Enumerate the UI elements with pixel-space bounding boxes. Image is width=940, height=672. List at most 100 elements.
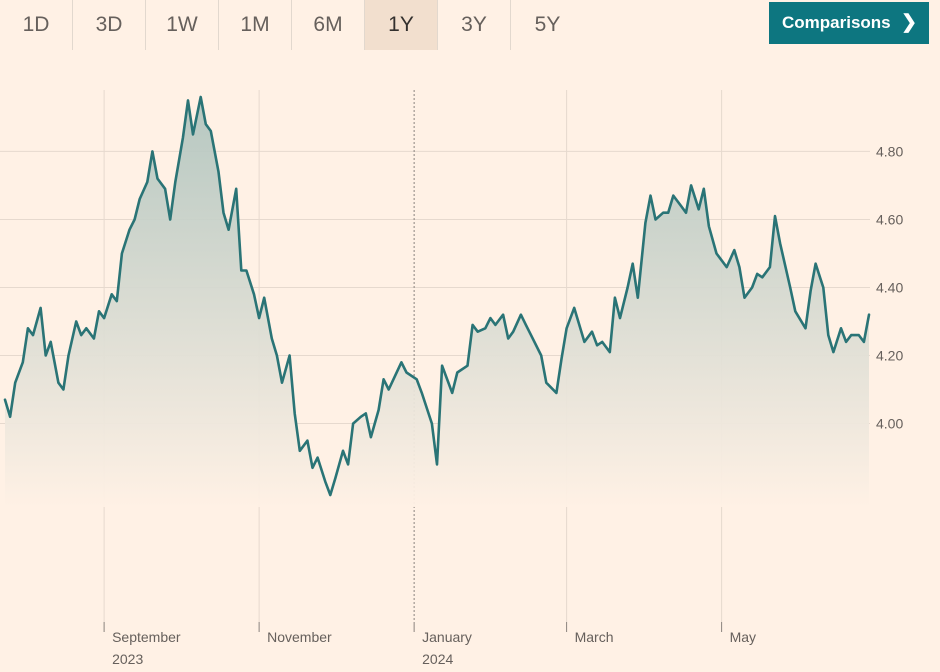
data-point [121, 252, 124, 255]
data-point [133, 218, 136, 221]
data-point [451, 392, 454, 395]
data-point [530, 334, 533, 337]
data-point [789, 286, 792, 289]
data-point [743, 296, 746, 299]
data-point [494, 324, 497, 327]
data-point [832, 351, 835, 354]
data-point [199, 96, 202, 99]
data-point [685, 211, 688, 214]
data-point [387, 388, 390, 391]
data-point [827, 334, 830, 337]
x-tick-year-label: 2024 [422, 651, 453, 667]
data-point [245, 269, 248, 272]
data-point [360, 416, 363, 419]
data-point [281, 381, 284, 384]
data-point [9, 416, 12, 419]
data-point [850, 334, 853, 337]
data-point [609, 351, 612, 354]
range-5y-button[interactable]: 5Y [534, 13, 561, 36]
data-point [840, 327, 843, 330]
data-point [672, 194, 675, 197]
comparisons-button[interactable]: Comparisons ❯ [769, 2, 929, 44]
data-point [85, 327, 88, 330]
data-point [751, 286, 754, 289]
range-6m-button[interactable]: 6M [292, 0, 365, 50]
x-tick-label: March [575, 629, 614, 645]
data-point [217, 171, 220, 174]
data-point [39, 307, 42, 310]
data-point [667, 211, 670, 214]
range-3d-button[interactable]: 3D [73, 0, 146, 50]
data-point [146, 181, 149, 184]
data-point [205, 123, 208, 126]
x-tick-label: May [730, 629, 756, 645]
data-point [502, 313, 505, 316]
data-point [316, 456, 319, 459]
data-point [156, 177, 159, 180]
data-point [116, 300, 119, 303]
data-point [649, 194, 652, 197]
range-3y-button[interactable]: 3Y [438, 0, 511, 50]
data-point [555, 392, 558, 395]
data-point [637, 296, 640, 299]
data-point [507, 337, 510, 340]
data-point [512, 330, 515, 333]
data-point [276, 354, 279, 357]
y-tick-label: 4.40 [876, 279, 903, 295]
data-point [164, 188, 167, 191]
data-point [324, 480, 327, 483]
x-tick-year-label: 2023 [112, 651, 143, 667]
x-tick-label: November [267, 629, 332, 645]
data-point [293, 412, 296, 415]
data-point [756, 273, 759, 276]
data-point [560, 358, 563, 361]
x-axis: September 2023 November January 2024 March May [103, 622, 756, 667]
data-point [49, 341, 52, 344]
data-point [103, 317, 106, 320]
data-point [596, 344, 599, 347]
y-tick-label: 4.00 [876, 416, 903, 432]
data-point [263, 296, 266, 299]
data-point [845, 341, 848, 344]
data-point [725, 266, 728, 269]
data-point [32, 334, 35, 337]
data-point [703, 188, 706, 191]
data-point [525, 324, 528, 327]
data-point [370, 436, 373, 439]
data-point [382, 378, 385, 381]
data-point [377, 409, 380, 412]
data-point [540, 354, 543, 357]
time-range-selector: 1D 3D 1W 1M 6M 1Y 3Y 5Y [0, 0, 584, 50]
data-point [456, 371, 459, 374]
data-point [774, 215, 777, 218]
data-point [27, 327, 30, 330]
data-point [67, 354, 70, 357]
range-1y-button[interactable]: 1Y [365, 0, 438, 50]
data-point [573, 307, 576, 310]
range-1m-button[interactable]: 1M [219, 0, 292, 50]
data-point [169, 218, 172, 221]
data-point [626, 286, 629, 289]
data-point [545, 381, 548, 384]
data-point [614, 296, 617, 299]
data-point [697, 208, 700, 211]
data-point [334, 477, 337, 480]
data-point [779, 242, 782, 245]
data-point [110, 293, 113, 296]
data-point [62, 388, 65, 391]
comparisons-label: Comparisons [782, 13, 891, 32]
data-point [347, 463, 350, 466]
data-point [405, 371, 408, 374]
data-point [690, 184, 693, 187]
range-1w-button[interactable]: 1W [146, 0, 219, 50]
data-point [98, 310, 101, 313]
range-1d-button[interactable]: 1D [0, 0, 73, 50]
x-tick-label: September [112, 629, 181, 645]
data-point [520, 313, 523, 316]
data-point [365, 412, 368, 415]
data-point [57, 381, 60, 384]
data-point [415, 378, 418, 381]
data-point [22, 361, 25, 364]
data-point [93, 337, 96, 340]
